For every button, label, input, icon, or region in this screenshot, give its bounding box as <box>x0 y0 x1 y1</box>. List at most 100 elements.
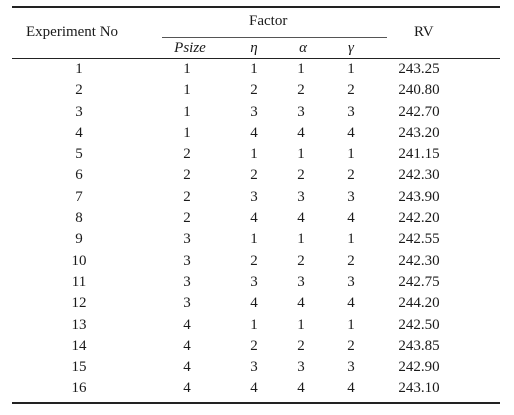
cell-psize: 4 <box>183 316 191 333</box>
cell-experiment-no: 7 <box>75 188 83 205</box>
cell-rv: 242.30 <box>398 252 440 269</box>
cell-experiment-no: 1 <box>75 61 83 77</box>
cell-eta: 1 <box>250 316 258 333</box>
cell-psize: 4 <box>183 337 191 354</box>
header-eta: η <box>250 40 258 56</box>
cell-rv: 241.15 <box>398 146 440 163</box>
table-row: 7 2 3 3 3 243.90 <box>12 186 500 207</box>
table-row: 10 3 2 2 2 242.30 <box>12 250 500 271</box>
cell-experiment-no: 6 <box>75 167 83 184</box>
cell-rv: 242.30 <box>398 167 440 184</box>
cell-psize: 4 <box>183 380 191 397</box>
cell-psize: 2 <box>183 188 191 205</box>
table-row: 1 1 1 1 1 243.25 <box>12 58 500 79</box>
cell-eta: 2 <box>250 82 258 99</box>
table-body: 1 1 1 1 1 243.25 2 1 2 2 2 240.80 3 1 3 … <box>12 58 500 399</box>
cell-psize: 2 <box>183 146 191 163</box>
cell-rv: 243.25 <box>398 61 440 77</box>
cell-experiment-no: 16 <box>71 380 87 397</box>
cell-alpha: 4 <box>297 124 305 141</box>
cell-rv: 242.75 <box>398 273 440 290</box>
cell-gamma: 1 <box>347 316 355 333</box>
cell-gamma: 4 <box>347 124 355 141</box>
table-row: 8 2 4 4 4 242.20 <box>12 207 500 228</box>
cell-eta: 3 <box>250 103 258 120</box>
cell-rv: 243.90 <box>398 188 440 205</box>
header-psize: Psize <box>174 40 206 56</box>
cell-gamma: 2 <box>347 82 355 99</box>
cell-gamma: 1 <box>347 231 355 248</box>
cell-rv: 243.85 <box>398 337 440 354</box>
cell-rv: 240.80 <box>398 82 440 99</box>
cell-experiment-no: 10 <box>71 252 87 269</box>
cell-rv: 242.20 <box>398 210 440 227</box>
cell-gamma: 2 <box>347 167 355 184</box>
table-row: 3 1 3 3 3 242.70 <box>12 101 500 122</box>
cell-gamma: 4 <box>347 295 355 312</box>
cell-rv: 243.10 <box>398 380 440 397</box>
cell-rv: 242.55 <box>398 231 440 248</box>
header-alpha: α <box>299 40 307 56</box>
table-row: 15 4 3 3 3 242.90 <box>12 356 500 377</box>
cell-experiment-no: 12 <box>71 295 87 312</box>
cell-alpha: 2 <box>297 167 305 184</box>
cell-psize: 1 <box>183 103 191 120</box>
cell-experiment-no: 3 <box>75 103 83 120</box>
cell-experiment-no: 4 <box>75 124 83 141</box>
cell-experiment-no: 11 <box>71 273 87 290</box>
table-row: 9 3 1 1 1 242.55 <box>12 228 500 249</box>
header-factor: Factor <box>249 13 288 29</box>
header-gamma: γ <box>348 40 354 56</box>
cell-alpha: 4 <box>297 295 305 312</box>
cell-eta: 1 <box>250 61 258 77</box>
cell-eta: 3 <box>250 188 258 205</box>
cell-eta: 2 <box>250 167 258 184</box>
cell-alpha: 1 <box>297 61 305 77</box>
cell-gamma: 1 <box>347 146 355 163</box>
table-row: 6 2 2 2 2 242.30 <box>12 164 500 185</box>
cell-psize: 3 <box>183 273 191 290</box>
table-row: 14 4 2 2 2 243.85 <box>12 335 500 356</box>
cell-alpha: 4 <box>297 210 305 227</box>
header-experiment-no: Experiment No <box>26 24 119 40</box>
cell-alpha: 4 <box>297 380 305 397</box>
cell-experiment-no: 8 <box>75 210 83 227</box>
cell-rv: 244.20 <box>398 295 440 312</box>
cell-gamma: 2 <box>347 252 355 269</box>
cell-psize: 4 <box>183 359 191 376</box>
table-row: 4 1 4 4 4 243.20 <box>12 122 500 143</box>
cell-alpha: 2 <box>297 337 305 354</box>
table-row: 12 3 4 4 4 244.20 <box>12 292 500 313</box>
cell-psize: 2 <box>183 210 191 227</box>
cell-alpha: 3 <box>297 103 305 120</box>
cell-eta: 4 <box>250 380 258 397</box>
table-row: 2 1 2 2 2 240.80 <box>12 79 500 100</box>
cell-experiment-no: 13 <box>71 316 87 333</box>
table-row: 16 4 4 4 4 243.10 <box>12 377 500 398</box>
cell-alpha: 2 <box>297 82 305 99</box>
cell-eta: 4 <box>250 210 258 227</box>
cell-rv: 243.20 <box>398 124 440 141</box>
cell-gamma: 2 <box>347 337 355 354</box>
cell-experiment-no: 15 <box>71 359 87 376</box>
table-bottom-rule <box>12 402 500 404</box>
table-row: 11 3 3 3 3 242.75 <box>12 271 500 292</box>
cell-eta: 4 <box>250 124 258 141</box>
header-bottom-rule <box>12 58 500 59</box>
cell-experiment-no: 2 <box>75 82 83 99</box>
cell-rv: 242.90 <box>398 359 440 376</box>
cell-eta: 2 <box>250 252 258 269</box>
cell-psize: 3 <box>183 252 191 269</box>
cell-alpha: 1 <box>297 231 305 248</box>
cell-gamma: 4 <box>347 210 355 227</box>
cell-psize: 3 <box>183 295 191 312</box>
cell-gamma: 1 <box>347 61 355 77</box>
cell-experiment-no: 5 <box>75 146 83 163</box>
cell-psize: 1 <box>183 124 191 141</box>
cell-psize: 1 <box>183 61 191 77</box>
cell-alpha: 2 <box>297 252 305 269</box>
cell-alpha: 3 <box>297 188 305 205</box>
cell-alpha: 3 <box>297 359 305 376</box>
cell-rv: 242.70 <box>398 103 440 120</box>
table-row: 13 4 1 1 1 242.50 <box>12 314 500 335</box>
